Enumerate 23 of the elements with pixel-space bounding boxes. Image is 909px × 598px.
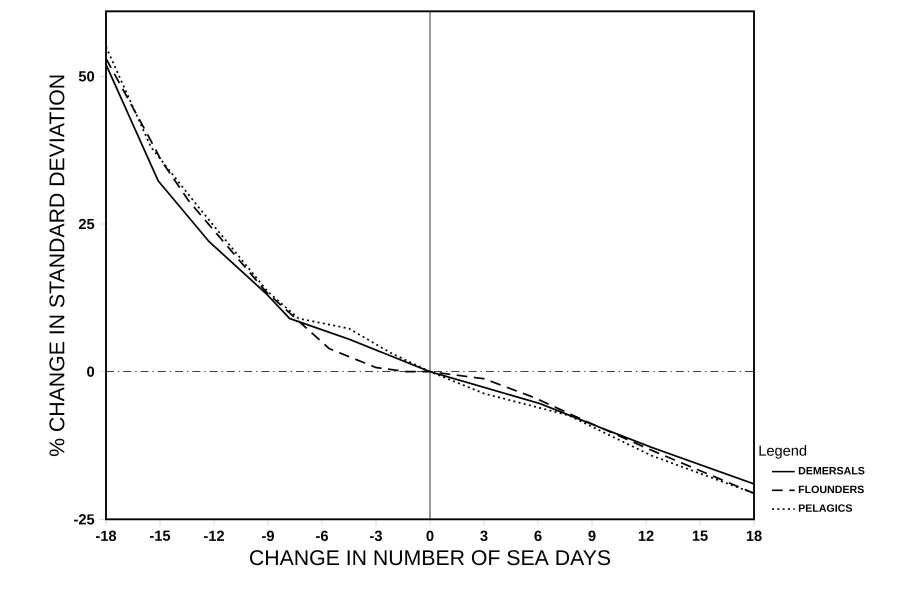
x-tick-label: -12	[204, 530, 224, 541]
x-tick-label: -6	[316, 530, 328, 542]
x-tick-label: -9	[262, 530, 274, 542]
x-tick-label: 15	[692, 530, 708, 541]
y-tick-label: 50	[78, 71, 94, 82]
legend-label: DEMERSALS	[798, 466, 864, 474]
x-tick-label: 18	[746, 530, 762, 542]
legend-title: Legend	[760, 445, 806, 459]
y-tick-label: -25	[74, 514, 94, 525]
legend-label: FLOUNDERS	[798, 486, 864, 494]
legend-label: PELAGICS	[798, 504, 852, 512]
y-axis-title: % CHANGE IN STANDARD DEVIATION	[49, 76, 64, 456]
x-tick-label: 0	[426, 530, 434, 542]
x-tick-label: -15	[150, 530, 170, 541]
x-axis-title: CHANGE IN NUMBER OF SEA DAYS	[250, 550, 610, 566]
x-tick-label: 6	[534, 530, 542, 542]
y-tick-label: 0	[87, 366, 94, 377]
x-tick-label: 12	[638, 530, 654, 541]
x-tick-label: 3	[480, 530, 488, 542]
y-tick-label: 25	[78, 218, 94, 230]
x-tick-label: -18	[96, 530, 116, 542]
x-tick-label: 9	[588, 530, 596, 542]
x-tick-label: -3	[370, 530, 382, 542]
